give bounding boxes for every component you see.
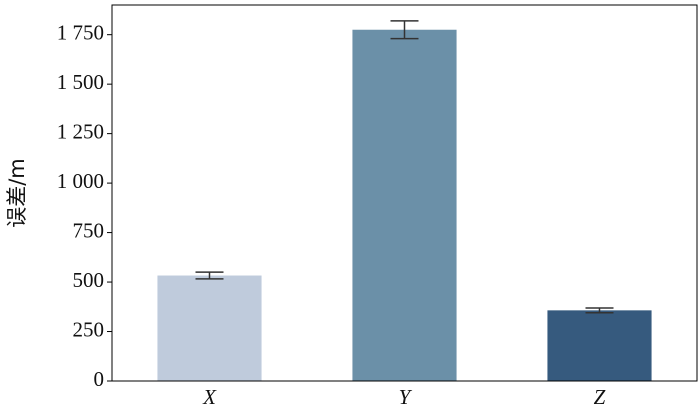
- bar: [547, 310, 652, 381]
- y-tick-label: 1 000: [57, 169, 104, 193]
- bar: [352, 29, 457, 381]
- x-tick-label: Y: [399, 385, 413, 409]
- x-tick-label: X: [202, 385, 217, 409]
- y-axis-label: 误差/m: [5, 158, 29, 228]
- y-tick-label: 0: [94, 367, 105, 391]
- y-tick-label: 500: [73, 268, 105, 292]
- y-tick-label: 1 500: [57, 70, 104, 94]
- plot-frame: [111, 4, 698, 382]
- y-tick-label: 1 750: [57, 20, 104, 44]
- error-bar: [390, 20, 419, 40]
- y-tick-label: 250: [73, 317, 105, 341]
- x-tick-label: Z: [594, 385, 606, 409]
- y-tick-label: 1 250: [57, 119, 104, 143]
- error-bar: [195, 271, 224, 280]
- bar: [157, 275, 262, 381]
- error-bar: [585, 307, 614, 314]
- y-tick-label: 750: [73, 218, 105, 242]
